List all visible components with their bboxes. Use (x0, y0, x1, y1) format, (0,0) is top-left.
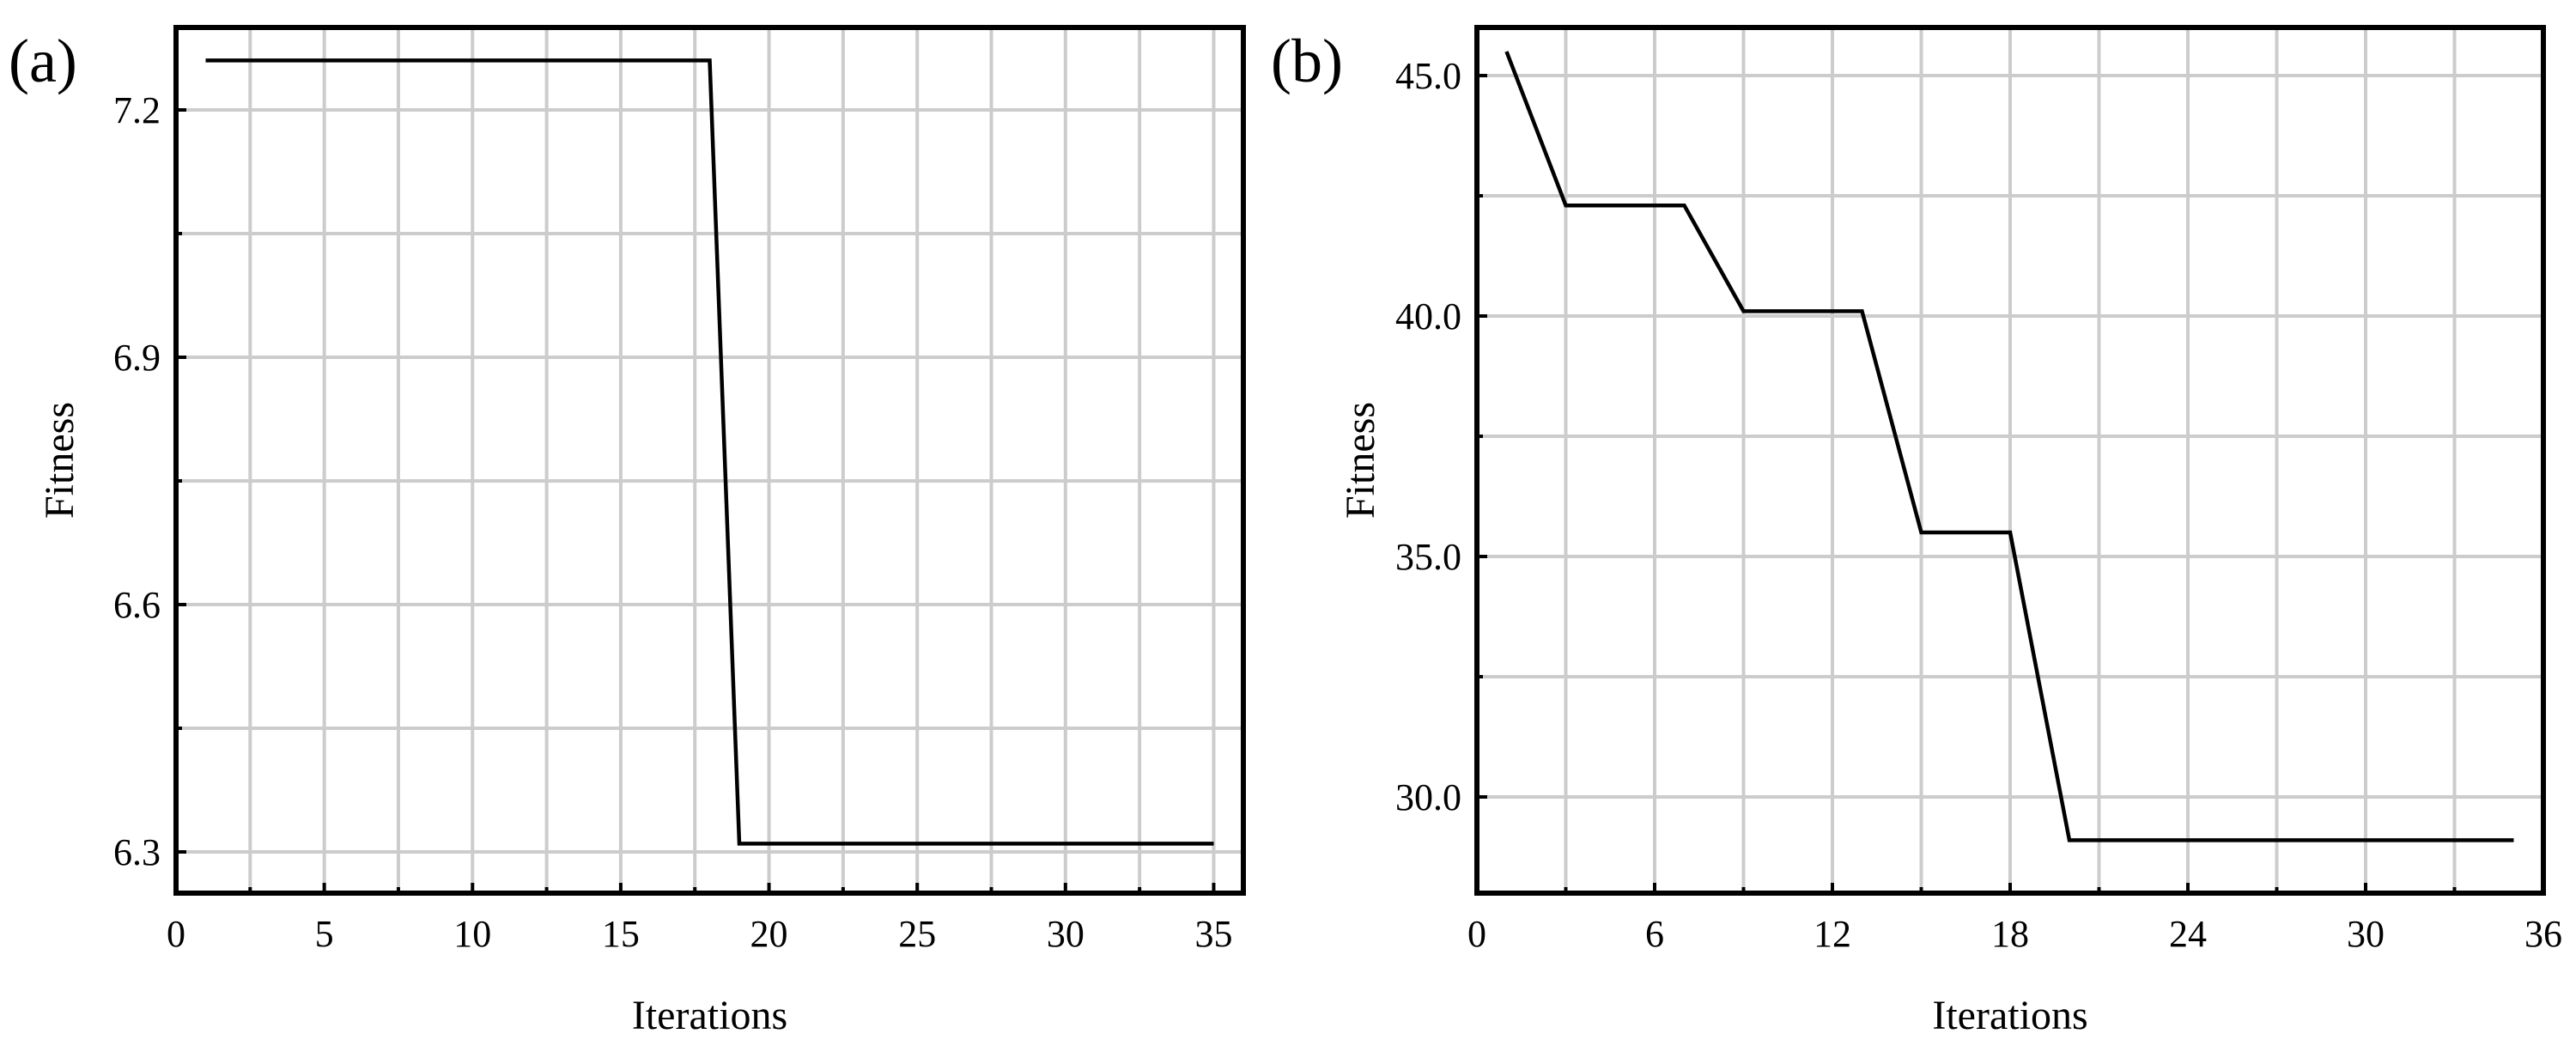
panel-label: (b) (1271, 27, 1343, 95)
y-axis-title: Fitness (37, 402, 82, 519)
x-tick-label: 24 (2169, 913, 2207, 955)
y-tick-labels: 30.0 35.0 40.0 45.0 (1395, 55, 1461, 818)
ticks (1475, 74, 2545, 893)
x-tick-label: 20 (750, 913, 788, 955)
x-tick-label: 30 (2347, 913, 2385, 955)
x-tick-label: 6 (1645, 913, 1664, 955)
y-axis-title: Fitness (1338, 402, 1383, 519)
x-tick-label: 12 (1814, 913, 1851, 955)
x-tick-label: 35 (1194, 913, 1232, 955)
x-tick-label: 25 (898, 913, 936, 955)
x-tick-label: 0 (1467, 913, 1486, 955)
x-axis-title: Iterations (1932, 993, 2087, 1038)
x-tick-labels: 0 6 12 18 24 30 36 (1467, 913, 2562, 955)
x-tick-label: 10 (453, 913, 491, 955)
x-tick-label: 0 (167, 913, 185, 955)
x-axis-title: Iterations (632, 993, 787, 1038)
y-tick-label: 30.0 (1395, 776, 1461, 818)
series (205, 58, 1214, 846)
y-tick-label: 6.9 (113, 337, 161, 379)
panel-label: (a) (9, 27, 77, 95)
ticks (174, 108, 1216, 893)
plot-frame (173, 25, 1246, 896)
x-tick-label: 18 (1991, 913, 2029, 955)
y-tick-label: 45.0 (1395, 55, 1461, 97)
y-tick-label: 35.0 (1395, 536, 1461, 578)
x-tick-label: 15 (602, 913, 640, 955)
y-tick-label: 6.3 (113, 831, 161, 873)
y-tick-labels: 6.3 6.6 6.9 7.2 (113, 89, 161, 873)
grid (1477, 27, 2543, 893)
x-tick-labels: 0 5 10 15 20 25 30 35 (167, 913, 1232, 955)
y-tick-label: 40.0 (1395, 295, 1461, 337)
x-tick-label: 36 (2524, 913, 2562, 955)
series-line (1504, 51, 2514, 842)
y-tick-label: 6.6 (113, 584, 161, 626)
series (1504, 51, 2514, 842)
x-tick-label: 5 (315, 913, 334, 955)
panel-b: (b) 0 6 12 18 24 30 36 30.0 35.0 40.0 45.0 Iterat… (1271, 25, 2562, 1038)
y-tick-label: 7.2 (113, 89, 161, 131)
x-tick-label: 30 (1047, 913, 1084, 955)
panel-a: (a) 0 5 10 15 20 25 30 35 6.3 6.6 6.9 7.2 Iteratio… (9, 25, 1246, 1038)
series-line (205, 58, 1214, 846)
grid (176, 27, 1243, 893)
